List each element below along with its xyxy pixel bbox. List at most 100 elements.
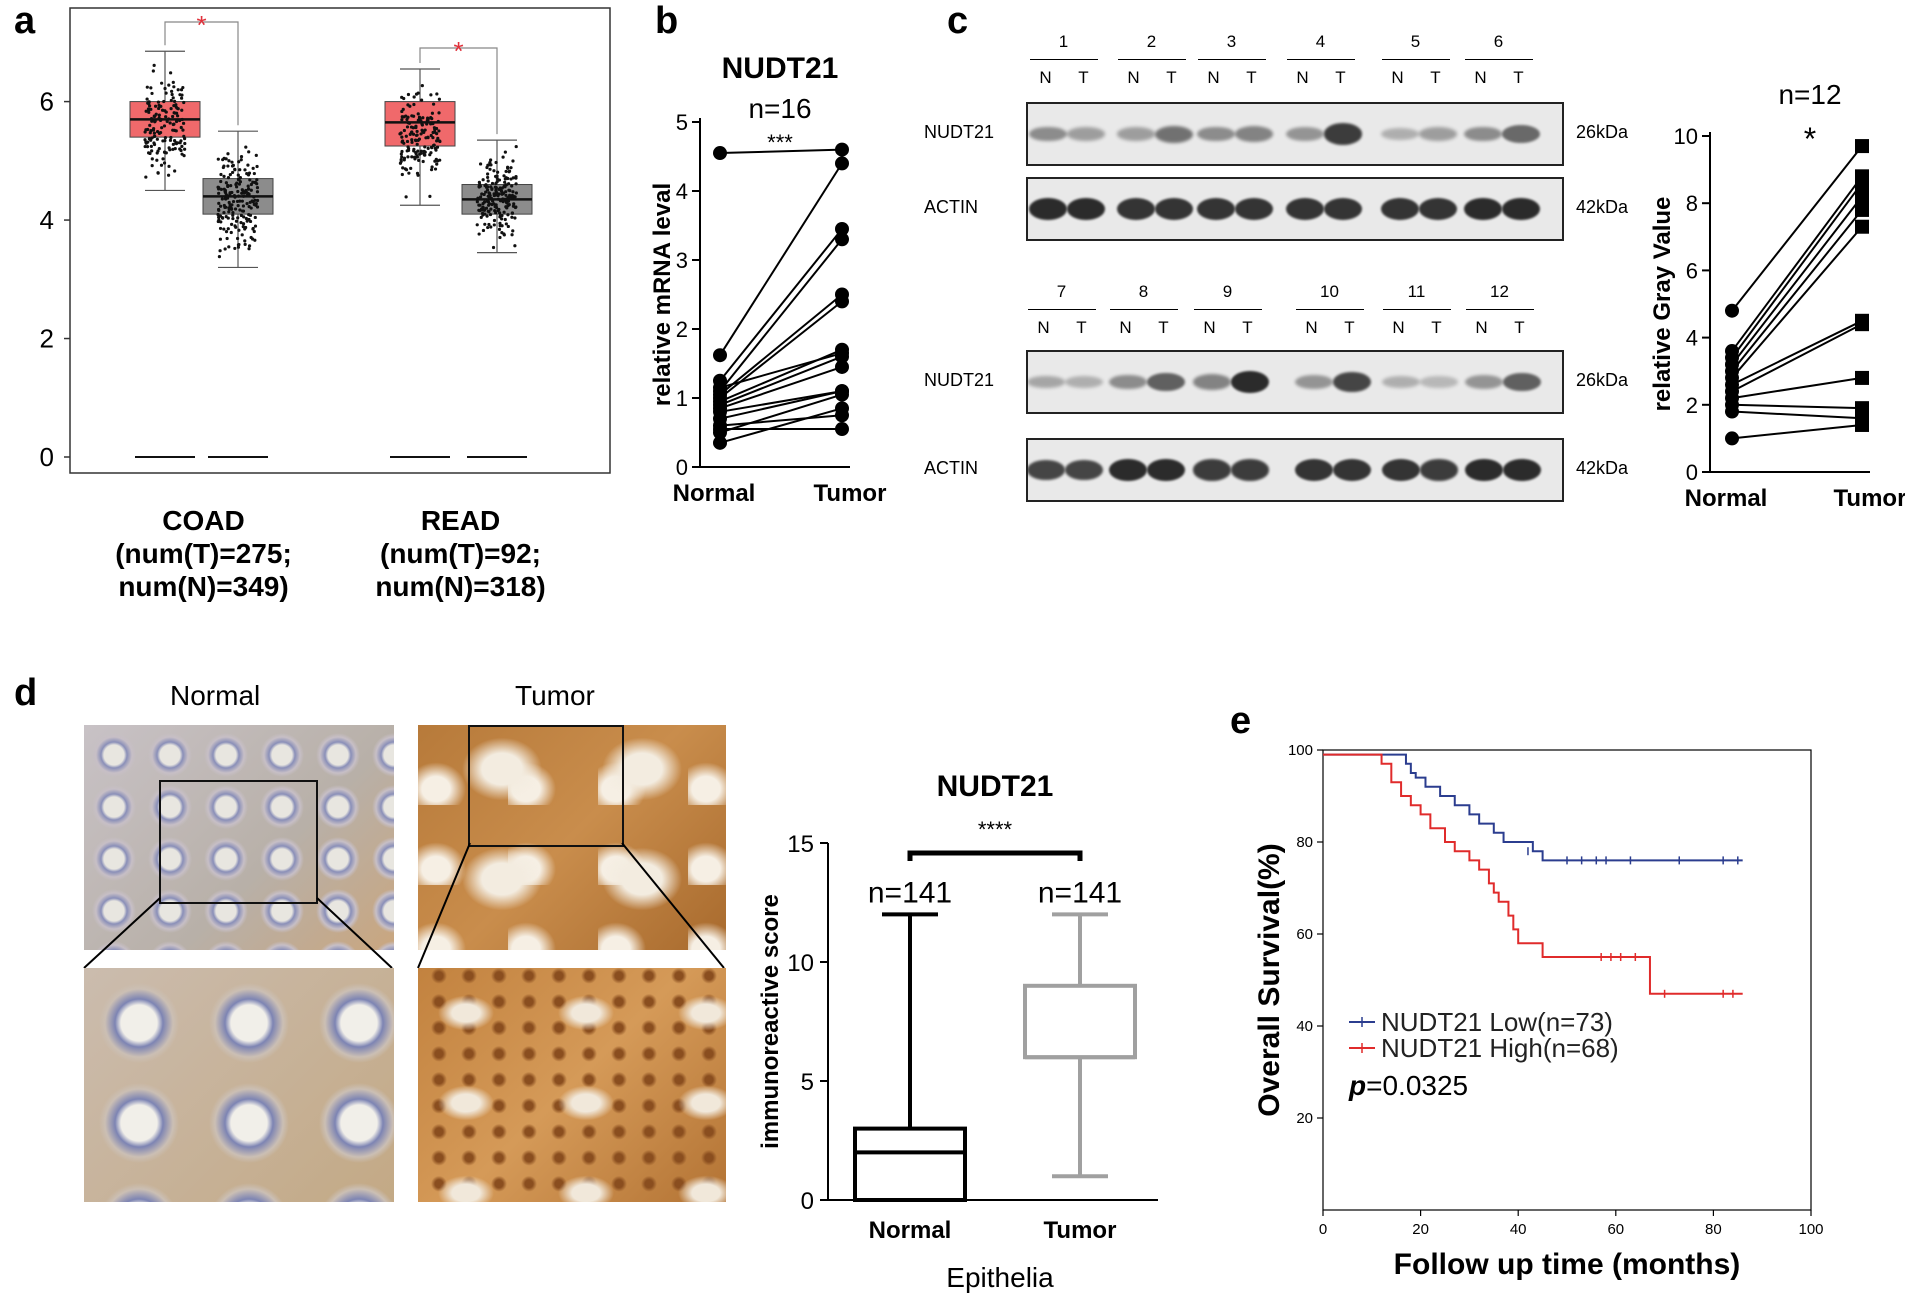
y-tick-label: 2 <box>1686 393 1698 418</box>
data-point <box>405 139 410 144</box>
data-point <box>486 172 490 176</box>
data-point <box>249 206 253 210</box>
data-point <box>149 86 153 90</box>
nt-label: N <box>1392 318 1405 337</box>
data-point <box>426 146 430 150</box>
data-point <box>430 146 434 150</box>
data-point <box>224 230 229 234</box>
data-point <box>480 211 485 216</box>
data-point <box>222 227 226 231</box>
data-point <box>153 114 157 118</box>
tumor-point <box>835 346 849 361</box>
nt-label: N <box>1203 318 1216 337</box>
data-point <box>228 191 232 195</box>
data-point <box>149 107 153 111</box>
data-point <box>511 229 515 233</box>
data-point <box>164 115 168 119</box>
data-point <box>162 99 166 104</box>
data-point <box>497 227 502 231</box>
y-tick-label: 10 <box>787 950 814 977</box>
data-point <box>149 144 153 148</box>
data-point <box>514 182 518 186</box>
data-point <box>242 191 247 195</box>
data-point <box>145 97 149 101</box>
data-point <box>247 187 251 191</box>
y-tick-label: 100 <box>1288 742 1313 759</box>
group-label: (num(T)=275; <box>115 538 292 569</box>
n-label: n=141 <box>868 876 952 909</box>
lane-number: 9 <box>1222 282 1233 301</box>
data-point <box>485 214 489 218</box>
data-point <box>486 179 490 183</box>
data-point <box>164 110 168 114</box>
survival-curve <box>1323 753 1743 995</box>
data-point <box>243 239 247 243</box>
blot-band <box>1323 123 1362 145</box>
data-point <box>170 89 174 93</box>
lane-number: 10 <box>1320 282 1339 301</box>
normal-point <box>713 146 727 161</box>
data-point <box>400 95 404 99</box>
data-point <box>231 216 235 221</box>
lane-number: 7 <box>1056 282 1067 301</box>
data-point <box>513 244 517 248</box>
data-point <box>167 117 171 121</box>
data-point <box>416 149 420 153</box>
y-axis-label: relative Gray Value <box>1649 197 1676 412</box>
data-point <box>251 226 255 231</box>
data-point <box>488 212 493 217</box>
data-point <box>235 236 240 241</box>
data-point <box>400 149 404 154</box>
data-point <box>420 123 424 127</box>
nt-label: N <box>1475 318 1488 337</box>
y-tick-label: 1 <box>676 386 688 411</box>
data-point <box>408 132 412 136</box>
data-point <box>404 195 408 199</box>
nt-label: N <box>1305 318 1318 337</box>
data-point <box>172 85 176 89</box>
data-point <box>500 192 504 196</box>
data-point <box>230 207 234 211</box>
data-point <box>497 207 501 212</box>
data-point <box>430 165 434 169</box>
data-point <box>422 153 427 157</box>
blot-band <box>1332 459 1371 481</box>
blot-strip <box>1026 102 1564 166</box>
data-point <box>491 199 495 203</box>
group-label: num(N)=318) <box>375 571 545 602</box>
data-point <box>485 188 490 192</box>
data-point <box>182 154 186 158</box>
survival-curve <box>1323 753 1743 862</box>
blot-strip <box>1026 438 1564 502</box>
data-point <box>171 142 175 146</box>
data-point <box>172 138 177 143</box>
nt-label: T <box>1430 68 1441 87</box>
data-point <box>245 172 249 176</box>
blot-band <box>1502 372 1541 392</box>
data-point <box>415 171 420 175</box>
data-point <box>485 199 489 203</box>
data-point <box>155 130 160 134</box>
tumor-point <box>1855 139 1869 154</box>
p-value-label: p=0.0325 <box>1348 1070 1468 1101</box>
data-point <box>498 211 502 215</box>
normal-point <box>1725 431 1739 446</box>
data-point <box>429 168 434 172</box>
kda-label: 26kDa <box>1576 122 1629 142</box>
data-point <box>423 145 427 149</box>
y-tick-label: 2 <box>40 324 54 354</box>
data-point <box>171 114 175 119</box>
data-point <box>241 222 246 226</box>
data-point <box>419 151 423 155</box>
data-point <box>149 129 153 133</box>
data-point <box>241 204 246 208</box>
tumor-point <box>835 232 849 247</box>
data-point <box>168 138 173 142</box>
data-point <box>255 178 259 182</box>
pair-line <box>719 393 843 434</box>
data-point <box>169 107 173 111</box>
blot-band <box>1381 459 1420 481</box>
data-point <box>400 115 404 119</box>
data-point <box>238 208 242 212</box>
data-point <box>437 129 441 133</box>
